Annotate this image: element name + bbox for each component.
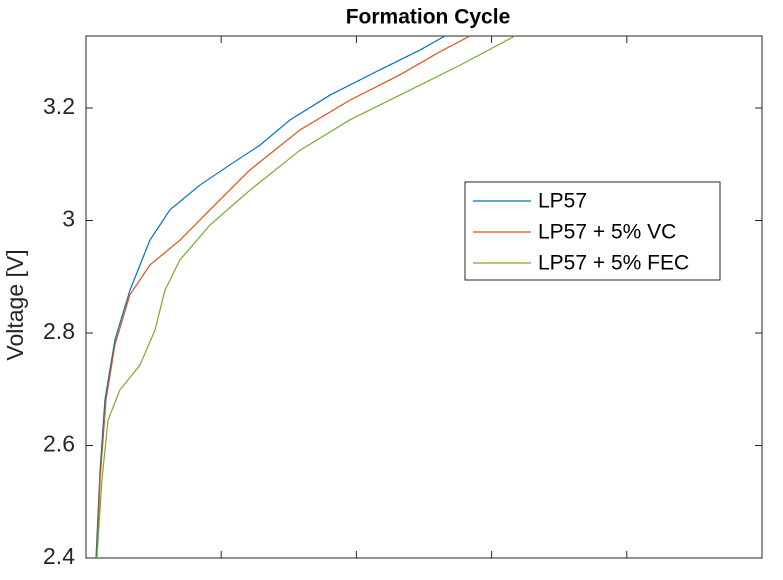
x-tick-label: 0.2 [340,575,372,580]
plot-area [85,35,763,559]
y-tick-label: 2.4 [43,543,75,569]
legend-label: LP57 [538,190,587,213]
y-tick-label: 2.6 [43,431,75,457]
x-tick-label: 0 [80,575,93,580]
x-tick-label: 0.3 [476,575,508,580]
x-tick-label: 0.4 [611,575,643,580]
y-tick-label: 3 [62,206,75,232]
legend-box [464,181,721,281]
legend: LP57 LP57 + 5% VC LP57 + 5% FEC [464,181,721,281]
chart-title: Formation Cycle [346,6,511,29]
legend-label: LP57 + 5% FEC [538,252,689,275]
x-tick-label: 0.5 [746,575,778,580]
y-tick-label: 2.8 [43,318,75,344]
line-series [96,35,516,559]
x-tick-label: 0.1 [205,575,237,580]
line-series [95,35,446,559]
legend-label: LP57 + 5% VC [538,221,676,244]
y-axis-label: Voltage [V] [2,249,28,360]
line-series [96,35,471,559]
y-tick-label: 3.2 [43,93,75,119]
